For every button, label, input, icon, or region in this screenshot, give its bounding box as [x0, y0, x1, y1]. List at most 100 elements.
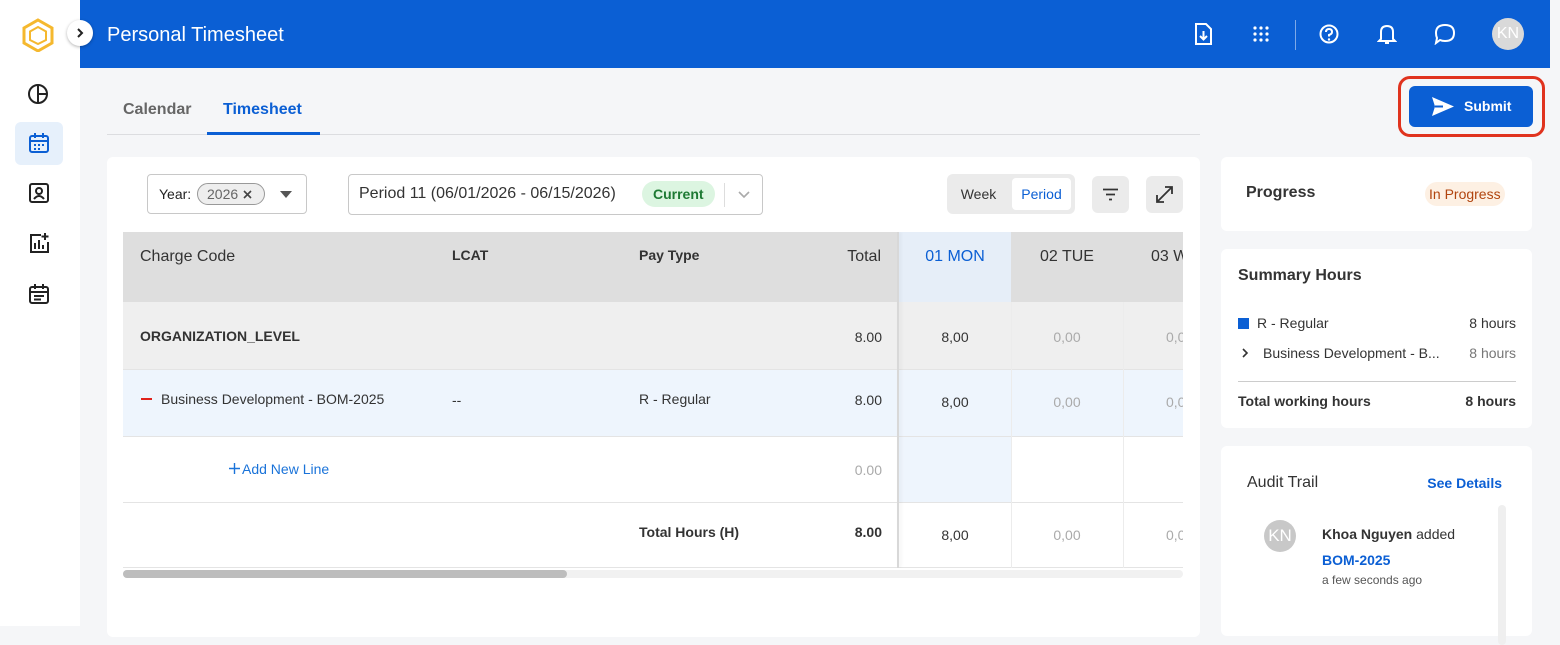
clear-icon[interactable]	[243, 190, 252, 199]
expand-icon	[1156, 186, 1173, 203]
charge-code: Business Development - BOM-2025	[161, 391, 385, 407]
scrollbar	[1498, 505, 1506, 645]
column-header: Charge Code	[140, 248, 236, 265]
summary-label: R - Regular	[1257, 315, 1329, 331]
status-chip: Current	[642, 181, 715, 207]
summary-card: Summary Hours R - Regular 8 hours Busine…	[1221, 249, 1532, 428]
day-input[interactable]: 0,00	[1053, 394, 1081, 410]
audit-time: a few seconds ago	[1322, 573, 1423, 587]
column-header: LCAT	[452, 247, 489, 263]
audit-card: Audit Trail See Details KN Khoa Nguyen a…	[1221, 446, 1532, 645]
notification-icon[interactable]	[1377, 23, 1397, 45]
highlight-outline	[1398, 76, 1545, 137]
day-cell: 8,00	[941, 329, 969, 345]
line-row	[123, 369, 1183, 436]
legend-square	[1238, 318, 1249, 329]
total-cell: 8.00	[854, 329, 882, 345]
user-avatar[interactable]: KN	[1492, 18, 1524, 50]
top-bar: Personal Timesheet KN	[80, 0, 1550, 68]
send-icon	[1432, 97, 1454, 116]
timesheet-table: Charge Code LCAT Pay Type Total 01 MON 0…	[123, 232, 1183, 568]
sidebar	[0, 0, 80, 626]
tab-indicator	[207, 132, 320, 135]
chat-icon[interactable]	[1434, 23, 1456, 45]
day-cell: 0,00	[1053, 329, 1081, 345]
day-cell: 0,0	[1166, 329, 1183, 345]
period-value: Period 11 (06/01/2026 - 06/15/2026)	[359, 185, 616, 202]
audit-action: added	[1416, 526, 1456, 542]
filter-button[interactable]	[1092, 176, 1129, 213]
avatar: KN	[1264, 520, 1296, 552]
chevron-icon	[77, 28, 84, 38]
divider	[724, 183, 725, 207]
see-details-link[interactable]: See Details	[1427, 475, 1502, 491]
nav-profile[interactable]	[29, 183, 49, 203]
divider	[1295, 20, 1296, 50]
year-value: 2026	[207, 186, 239, 202]
scrollbar	[123, 570, 1183, 578]
column-header: 01 MON	[925, 248, 985, 265]
expand-icon[interactable]	[1241, 348, 1249, 358]
toggle-option[interactable]: Week	[960, 186, 997, 202]
app: Personal Timesheet KN Calendar Timesheet…	[0, 0, 1550, 626]
frozen-divider	[897, 232, 899, 568]
period-select[interactable]: Period 11 (06/01/2026 - 06/15/2026) Curr…	[348, 174, 763, 215]
nav-timesheet[interactable]	[29, 133, 49, 153]
card-title: Summary Hours	[1238, 267, 1362, 284]
progress-card: Progress In Progress	[1221, 157, 1532, 231]
expand-button[interactable]	[1146, 176, 1183, 213]
day-input[interactable]: 8,00	[941, 394, 969, 410]
toggle-option-selected[interactable]: Period	[1021, 186, 1062, 202]
day-total: 0,0	[1166, 527, 1183, 543]
day-total: 8,00	[941, 527, 969, 543]
audit-user: Khoa Nguyen	[1322, 526, 1413, 542]
summary-hours: 8 hours	[1469, 345, 1516, 361]
logo	[22, 18, 54, 52]
org-label: ORGANIZATION_LEVEL	[140, 328, 300, 344]
col-divider	[1123, 302, 1124, 568]
scroll-thumb[interactable]	[123, 570, 567, 578]
submit-button[interactable]: Submit	[1409, 86, 1533, 127]
column-header: Total	[847, 248, 881, 265]
column-header: Pay Type	[639, 247, 700, 263]
status-chip: In Progress	[1425, 182, 1505, 206]
year-select[interactable]: Year: 2026	[147, 174, 307, 214]
year-chip: 2026	[197, 183, 265, 205]
caret-icon	[280, 191, 292, 198]
pay-type: R - Regular	[639, 391, 711, 407]
total-label: Total Hours (H)	[639, 524, 740, 540]
chevron-icon	[738, 191, 750, 199]
today-header	[899, 232, 1011, 302]
year-label: Year:	[159, 186, 192, 202]
nav-schedule[interactable]	[29, 284, 49, 304]
plus-icon	[229, 463, 240, 474]
tab[interactable]: Calendar	[123, 101, 192, 118]
total-hours: 8 hours	[1465, 393, 1516, 409]
day-input[interactable]: 0,0	[1166, 394, 1183, 410]
collapse-icon[interactable]	[141, 398, 152, 400]
tab-active[interactable]: Timesheet	[223, 101, 302, 118]
org-row	[123, 302, 1183, 369]
filter-icon	[1103, 188, 1118, 201]
nav-dashboard[interactable]	[27, 83, 49, 105]
collapse-button[interactable]	[67, 20, 93, 46]
lcat: --	[452, 392, 462, 408]
help-icon[interactable]	[1319, 24, 1339, 44]
total-cell: 8.00	[854, 392, 882, 408]
total-row	[123, 502, 1183, 568]
add-line-link[interactable]: Add New Line	[242, 461, 330, 477]
audit-target[interactable]: BOM-2025	[1322, 552, 1391, 568]
summary-label: Business Development - B...	[1263, 345, 1440, 361]
column-header: 02 TUE	[1040, 248, 1094, 265]
column-header: 03 W	[1151, 248, 1183, 265]
nav-active-bg	[15, 122, 63, 165]
total-cell: 8.00	[854, 524, 882, 540]
toggle-selected	[1012, 178, 1071, 210]
today-cell	[899, 437, 1011, 502]
submit-label: Submit	[1464, 98, 1512, 114]
tabs-border	[107, 134, 1200, 135]
nav-reports[interactable]	[29, 233, 49, 253]
apps-icon[interactable]	[1253, 26, 1269, 42]
download-icon[interactable]	[1194, 23, 1212, 45]
table-header	[123, 232, 1183, 302]
